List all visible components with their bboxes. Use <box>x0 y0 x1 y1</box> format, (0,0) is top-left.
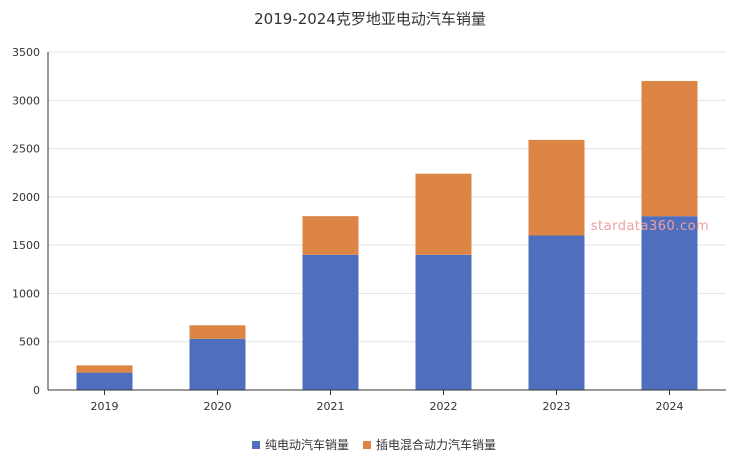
y-tick-label: 0 <box>33 384 40 397</box>
gridlines <box>48 51 726 391</box>
legend: 纯电动汽车销量 插电混合动力汽车销量 <box>252 437 496 452</box>
bars <box>76 80 698 390</box>
y-tick-label: 1500 <box>12 239 40 252</box>
x-tick-label: 2021 <box>317 400 345 413</box>
bar-bev-2024 <box>641 216 698 390</box>
y-tick-label: 3500 <box>12 46 40 59</box>
y-tick-label: 2000 <box>12 191 40 204</box>
legend-label-bev: 纯电动汽车销量 <box>265 437 349 452</box>
y-tick-label: 500 <box>19 336 40 349</box>
bar-bev-2021 <box>302 254 359 390</box>
y-tick-label: 3000 <box>12 94 40 107</box>
x-tick-label: 2019 <box>91 400 119 413</box>
bar-phev-2024 <box>641 80 698 217</box>
bar-phev-2023 <box>528 139 585 236</box>
bar-phev-2022 <box>415 173 472 255</box>
bar-bev-2019 <box>76 372 133 390</box>
axes: 0 500 1000 1500 2000 2500 3000 3500 2019 2020 2021… <box>12 46 726 413</box>
legend-swatch-bev <box>252 441 260 449</box>
bar-bev-2022 <box>415 254 472 390</box>
bar-phev-2019 <box>76 365 133 373</box>
x-tick-label: 2022 <box>430 400 458 413</box>
x-tick-label: 2024 <box>656 400 684 413</box>
bar-phev-2020 <box>189 325 246 339</box>
bar-bev-2023 <box>528 235 585 390</box>
y-tick-label: 1000 <box>12 287 40 300</box>
watermark-text: stardata360.com <box>591 219 709 234</box>
x-tick-label: 2020 <box>204 400 232 413</box>
y-tick-label: 2500 <box>12 143 40 156</box>
legend-swatch-phev <box>363 441 371 449</box>
bar-bev-2020 <box>189 338 246 390</box>
bar-phev-2021 <box>302 216 359 255</box>
x-tick-label: 2023 <box>543 400 571 413</box>
chart-title: 2019-2024克罗地亚电动汽车销量 <box>254 10 486 28</box>
legend-label-phev: 插电混合动力汽车销量 <box>376 437 496 452</box>
